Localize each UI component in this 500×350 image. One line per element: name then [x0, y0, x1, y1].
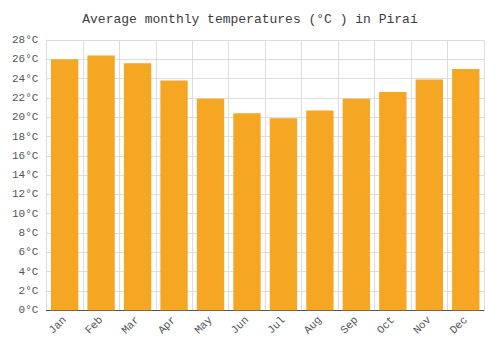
svg-text:8°C: 8°C	[19, 227, 39, 239]
svg-text:Jun: Jun	[229, 314, 251, 336]
svg-text:Feb: Feb	[83, 314, 105, 336]
svg-text:6°C: 6°C	[19, 246, 39, 258]
svg-text:Oct: Oct	[375, 314, 397, 336]
svg-text:18°C: 18°C	[12, 131, 39, 143]
svg-text:Average monthly temperatures (: Average monthly temperatures (°C ) in Pi…	[82, 12, 418, 27]
svg-text:10°C: 10°C	[12, 208, 39, 220]
svg-text:Sep: Sep	[338, 314, 360, 336]
svg-text:May: May	[192, 314, 215, 337]
svg-text:26°C: 26°C	[12, 53, 39, 65]
svg-text:24°C: 24°C	[12, 73, 39, 85]
svg-text:Dec: Dec	[448, 314, 470, 336]
svg-text:Jan: Jan	[46, 314, 68, 336]
svg-text:Mar: Mar	[119, 314, 141, 336]
svg-text:16°C: 16°C	[12, 150, 39, 162]
svg-text:12°C: 12°C	[12, 188, 39, 200]
svg-text:28°C: 28°C	[12, 34, 39, 46]
svg-text:Aug: Aug	[302, 314, 324, 336]
svg-text:Nov: Nov	[411, 314, 434, 337]
svg-text:4°C: 4°C	[19, 266, 39, 278]
svg-text:Apr: Apr	[156, 314, 178, 336]
svg-text:22°C: 22°C	[12, 92, 39, 104]
svg-text:14°C: 14°C	[12, 169, 39, 181]
svg-text:2°C: 2°C	[19, 285, 39, 297]
svg-text:Jul: Jul	[265, 314, 287, 336]
svg-text:20°C: 20°C	[12, 111, 39, 123]
svg-text:0°C: 0°C	[19, 304, 39, 316]
